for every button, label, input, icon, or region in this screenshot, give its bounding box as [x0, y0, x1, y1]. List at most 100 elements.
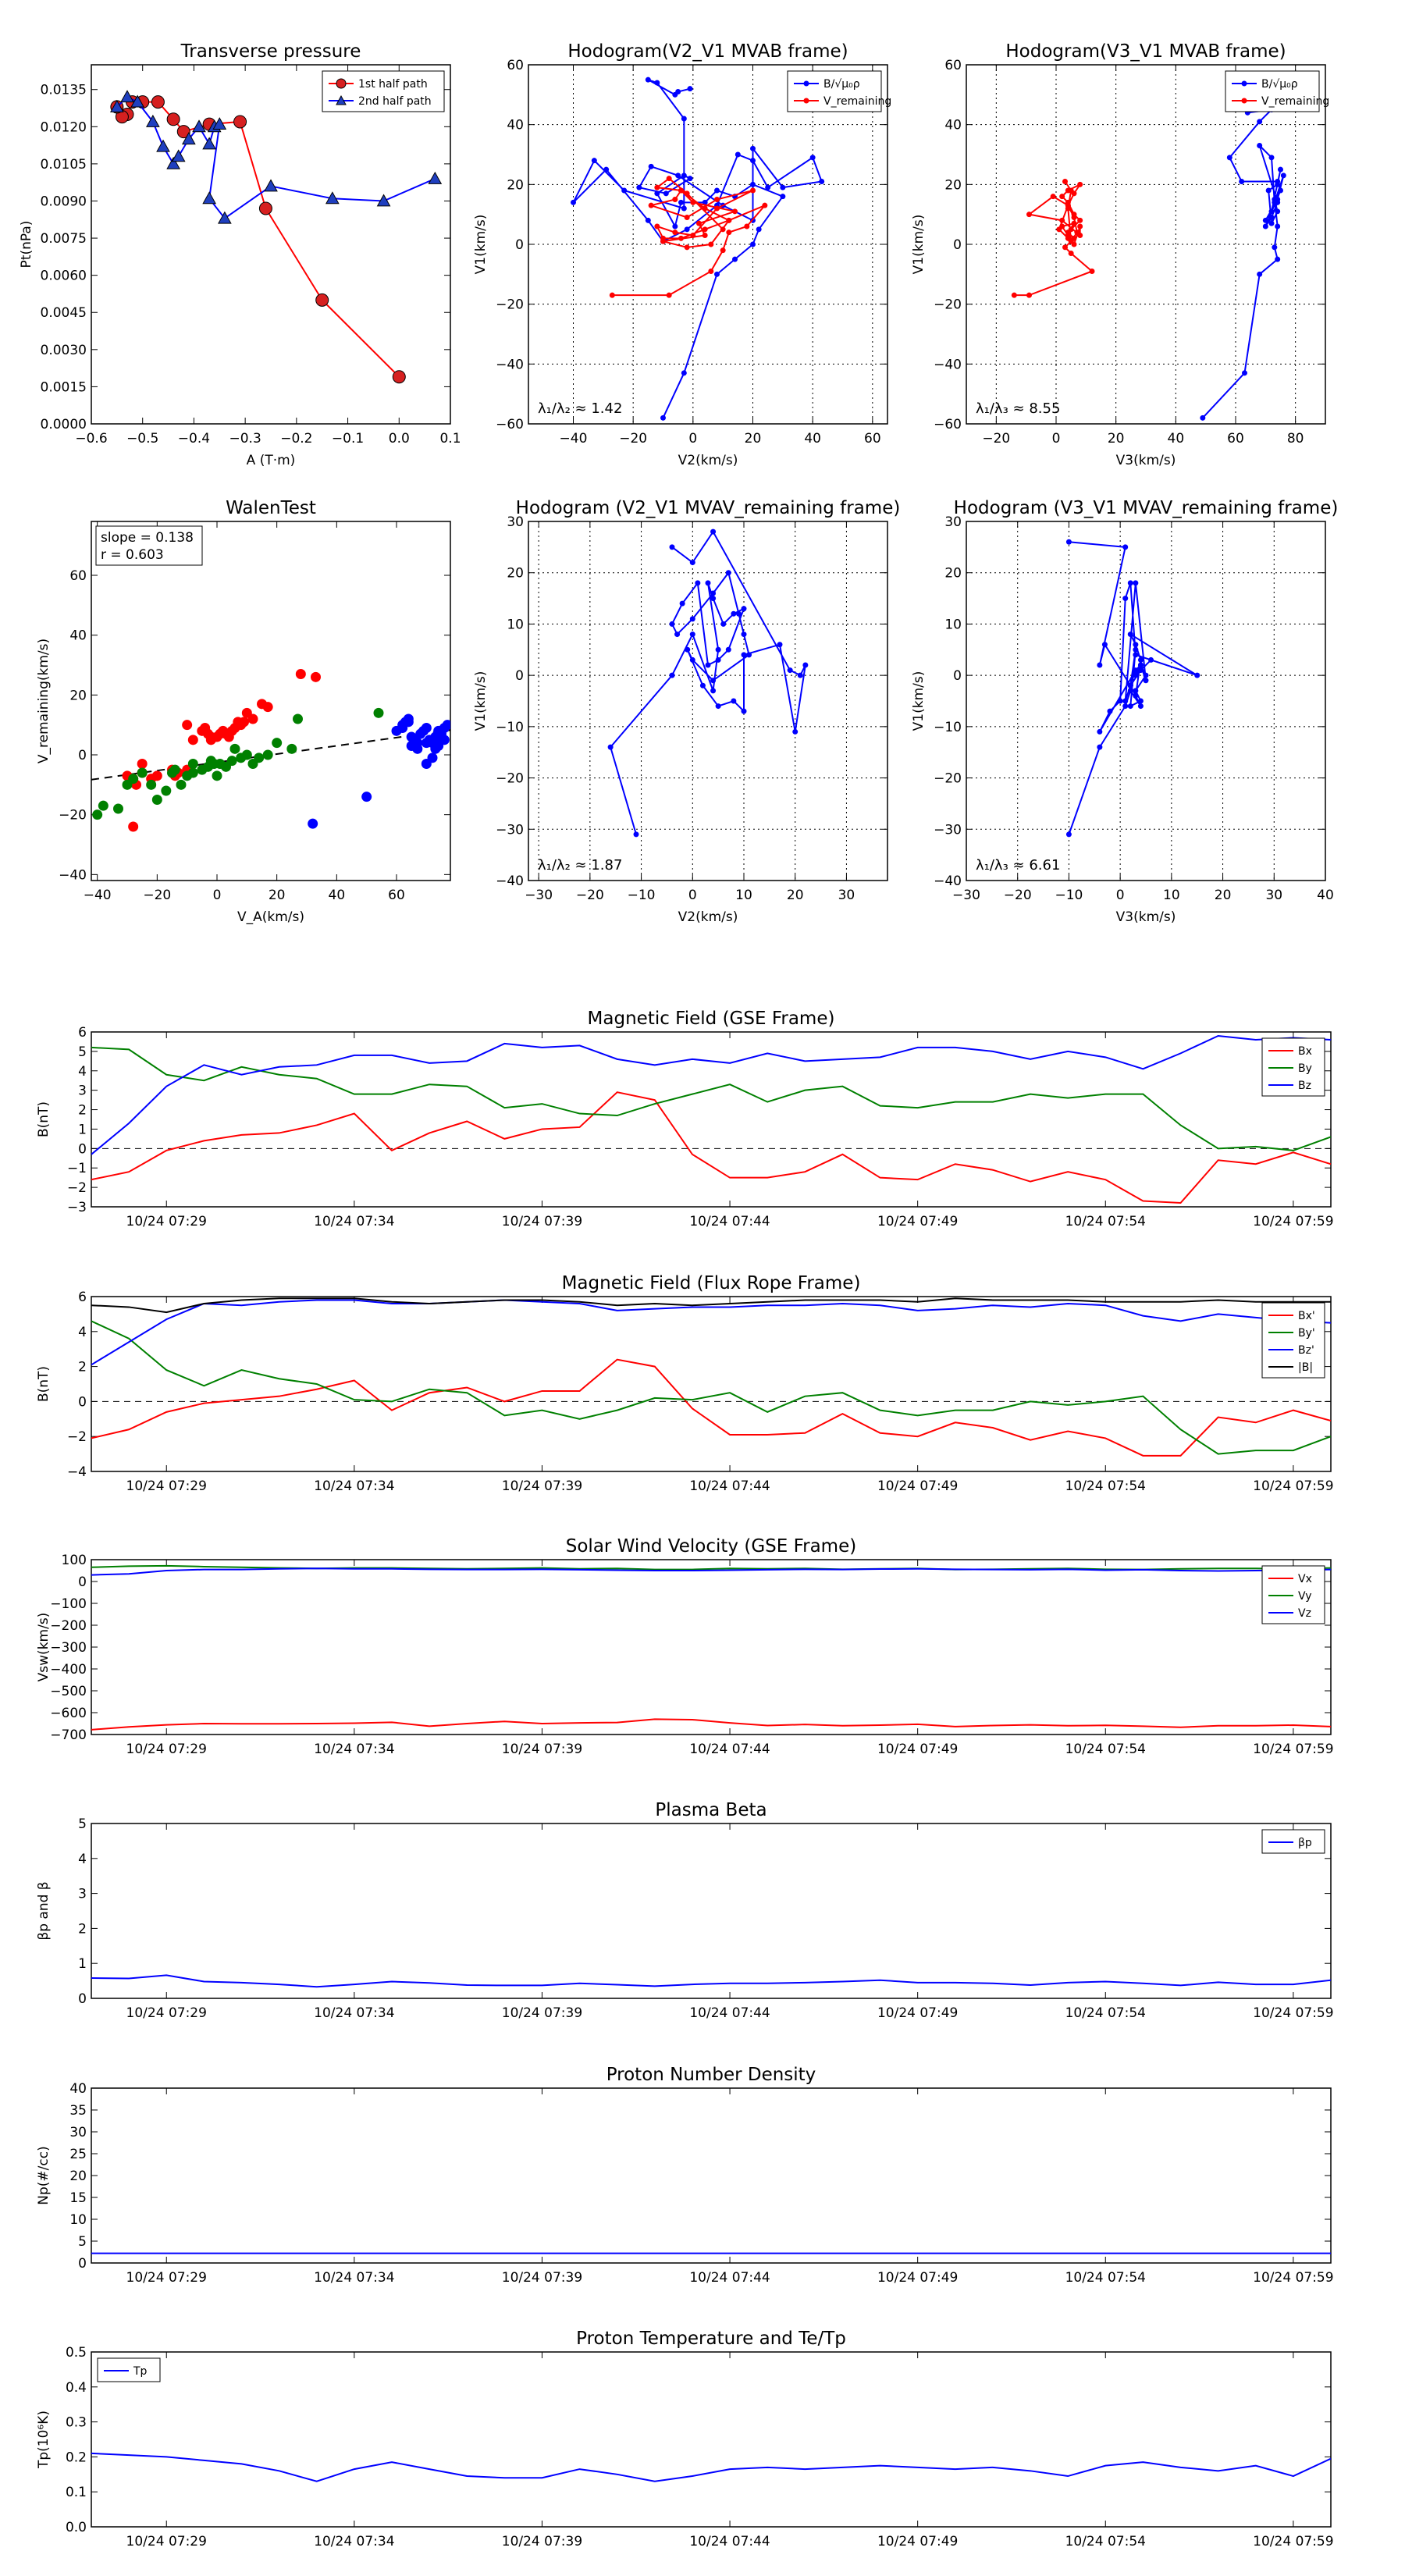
h3-point	[735, 610, 742, 617]
np-time-label: 10/24 07:49	[877, 2270, 958, 2286]
np-time-label: 10/24 07:39	[502, 2270, 582, 2286]
bfr-legend-label: By'	[1298, 1327, 1315, 1340]
h2-point	[1275, 199, 1281, 205]
h4-ytick-label: −10	[934, 720, 962, 735]
h3-data-layer	[607, 528, 809, 838]
h1-point	[780, 184, 786, 190]
walen-xtick-label: −40	[84, 888, 112, 903]
h1-point	[672, 197, 678, 202]
walen-xtick-label: 20	[269, 888, 286, 903]
tp-legend-label: Tp	[133, 2365, 148, 2378]
h3-xlabel: V2(km/s)	[678, 909, 738, 925]
h4-point	[1065, 539, 1072, 545]
vsw-data-layer	[91, 1564, 1331, 1731]
h3-ytick-label: 0	[515, 668, 524, 684]
h4-point	[1127, 703, 1133, 710]
h1-point	[696, 220, 702, 226]
h4-xlabel: V3(km/s)	[1116, 909, 1176, 925]
h1-ytick-label: −40	[496, 357, 524, 372]
h2-point	[1275, 223, 1281, 229]
chart-vsw: Solar Wind Velocity (GSE Frame) −700 −600 −…	[36, 1536, 1334, 1757]
bfr-plot-frame	[91, 1296, 1332, 1472]
h1-point	[675, 173, 681, 179]
h2-point	[1262, 217, 1268, 223]
bfr-legend-label: Bx'	[1298, 1310, 1315, 1322]
h1-point	[684, 190, 690, 197]
tp-title: Proton Temperature and Te/Tp	[576, 2329, 846, 2349]
h1-point	[645, 76, 651, 83]
np-ytick-label: 10	[69, 2212, 87, 2228]
vsw-time-label: 10/24 07:49	[877, 1742, 958, 1757]
np-title: Proton Number Density	[606, 2065, 816, 2085]
beta-plot-frame	[91, 1823, 1332, 1999]
walen-stats-box	[95, 525, 203, 566]
beta-ytick-label: 0	[78, 1991, 87, 2007]
tp-series-0	[91, 2452, 1331, 2482]
h1-point	[678, 235, 684, 241]
beta-time-label: 10/24 07:59	[1253, 2005, 1333, 2021]
pt-point	[218, 211, 232, 224]
h4-point	[1122, 703, 1129, 710]
pt-xtick-label: −0.1	[332, 431, 364, 447]
h1-point	[780, 194, 786, 200]
h4-point	[1143, 678, 1149, 684]
h3-ytick-label: 10	[507, 617, 524, 632]
h2-point	[1068, 187, 1074, 194]
h3-point	[746, 652, 752, 658]
vsw-ytick-label: −400	[50, 1662, 87, 1678]
walen-point-green	[187, 767, 198, 778]
h2-point	[1059, 194, 1065, 200]
np-ytick-label: 30	[69, 2125, 87, 2140]
h3-point	[741, 632, 747, 638]
h2-point	[1239, 179, 1245, 184]
h3-ylabel: V1(km/s)	[473, 671, 489, 731]
h1-ytick-label: 0	[515, 237, 524, 253]
h4-point	[1194, 672, 1200, 678]
tp-time-label: 10/24 07:39	[502, 2534, 582, 2549]
h1-title: Hodogram(V2_V1 MVAB frame)	[567, 41, 848, 62]
pt-point	[428, 171, 443, 184]
walen-point-red	[137, 759, 148, 769]
h2-point	[1026, 212, 1032, 218]
beta-title: Plasma Beta	[655, 1800, 767, 1820]
walen-point-red	[247, 713, 258, 724]
walen-point-blue	[439, 735, 450, 745]
chart-h3: Hodogram (V2_V1 MVAV_remaining frame) −40…	[473, 498, 900, 925]
walen-title: WalenTest	[226, 498, 316, 518]
h1-point	[636, 184, 642, 190]
h1-point	[726, 217, 732, 223]
h4-xtick-label: 0	[1116, 888, 1125, 903]
h2-ylabel: V1(km/s)	[911, 215, 927, 275]
h2-title: Hodogram(V3_V1 MVAB frame)	[1005, 41, 1286, 62]
h3-xtick-label: −20	[576, 888, 604, 903]
h4-ytick-label: −40	[934, 873, 962, 889]
h4-point	[1133, 646, 1139, 653]
h1-xtick-label: 0	[688, 431, 697, 447]
h1-point	[690, 199, 696, 205]
h3-point	[710, 678, 717, 684]
walen-point-red	[128, 821, 139, 832]
tp-ytick-label: 0.1	[66, 2485, 87, 2500]
tp-ytick-label: 0.0	[66, 2520, 87, 2535]
pt-point	[233, 115, 247, 129]
pt-point	[202, 137, 216, 150]
walen-ytick-label: 40	[69, 628, 87, 644]
h3-point	[607, 744, 614, 750]
h1-point	[744, 223, 750, 229]
pt-ytick-label: 0.0000	[41, 417, 87, 432]
beta-time-label: 10/24 07:44	[689, 2005, 770, 2021]
pt-legend-marker	[336, 78, 347, 89]
bgse-ylabel: B(nT)	[36, 1101, 52, 1137]
h4-point	[1122, 596, 1129, 602]
pt-ytick-label: 0.0030	[41, 343, 87, 358]
pt-point	[315, 293, 329, 307]
vsw-legend-label: Vx	[1298, 1573, 1312, 1585]
h4-point	[1122, 698, 1129, 704]
h3-series-line-0	[610, 530, 806, 835]
h1-point	[750, 241, 756, 247]
h3-point	[731, 698, 737, 704]
h1-ytick-label: 40	[507, 118, 524, 133]
pt-point	[182, 132, 196, 145]
h3-point	[715, 646, 721, 653]
vsw-time-label: 10/24 07:54	[1065, 1742, 1146, 1757]
